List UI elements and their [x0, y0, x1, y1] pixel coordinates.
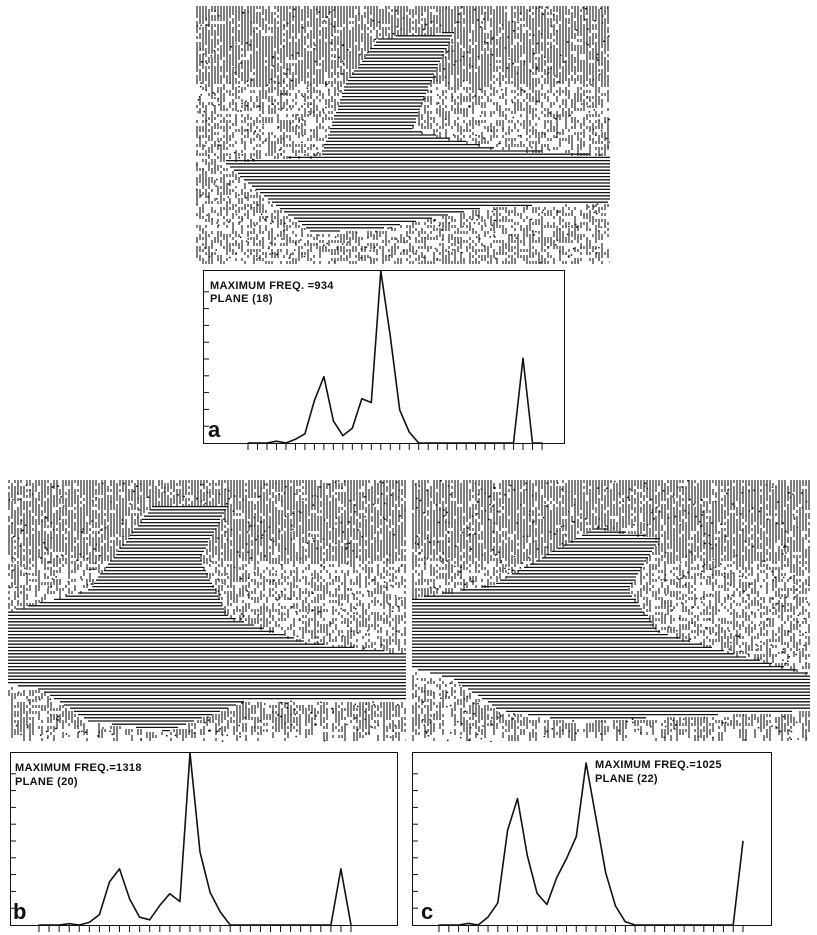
data-point-c-10: [536, 892, 538, 894]
data-point-b-16: [199, 851, 201, 853]
histogram-line-b: [39, 752, 352, 926]
data-point-b-8: [118, 868, 121, 870]
data-point-a-5: [294, 438, 297, 440]
data-point-c-3: [467, 922, 470, 925]
data-point-b-18: [219, 911, 221, 913]
data-point-c-31: [742, 840, 744, 842]
data-point-a-16: [399, 409, 401, 411]
max-freq-label-a: MAXIMUM FREQ. =934: [210, 280, 334, 292]
data-point-b-30: [340, 868, 342, 870]
vertical-stripes: [196, 6, 609, 264]
histogram-plot-a: [204, 270, 543, 450]
data-point-c-9: [526, 854, 528, 857]
data-point-c-8: [516, 797, 519, 800]
plane-label-a: PLANE (18): [210, 293, 273, 305]
texture-map-svg: [412, 480, 810, 742]
histogram-plot-b: [11, 752, 352, 932]
data-point-a-17: [408, 431, 410, 433]
data-point-c-12: [556, 876, 558, 879]
data-point-b-9: [128, 898, 131, 900]
panel-letter-a: a: [208, 417, 221, 442]
data-point-c-14: [575, 835, 577, 838]
histogram-b: MAXIMUM FREQ.=1318 PLANE (20) b: [10, 752, 398, 932]
data-point-a-14: [380, 270, 382, 272]
data-point-a-8: [323, 376, 325, 378]
pattern-map-b: [8, 480, 406, 742]
histogram-line-c: [439, 762, 744, 926]
speckles: [414, 480, 810, 742]
data-point-a-6: [304, 433, 306, 435]
pattern-map-c: [412, 480, 810, 742]
data-point-a-10: [342, 435, 344, 437]
vertical-stripes: [8, 480, 406, 741]
data-point-a-15: [389, 335, 391, 337]
plane-label-c: PLANE (22): [595, 773, 658, 785]
data-point-a-3: [275, 440, 278, 442]
data-point-a-12: [361, 398, 363, 400]
data-point-c-18: [614, 905, 617, 907]
texture-map-svg: [8, 480, 406, 742]
data-point-b-13: [169, 893, 171, 895]
horizontal-stripes: [8, 505, 406, 732]
data-point-b-17: [209, 891, 211, 893]
panel-letter-b: b: [13, 899, 27, 924]
pattern-map-a: [196, 6, 610, 264]
histogram-c: MAXIMUM FREQ.=1025 PLANE (22) c: [412, 752, 772, 932]
max-freq-label-c: MAXIMUM FREQ.=1025: [595, 759, 722, 771]
texture-map-svg: [196, 6, 610, 264]
data-point-c-19: [624, 921, 626, 923]
panel-letter-c: c: [421, 899, 434, 924]
data-point-b-14: [179, 900, 181, 903]
data-point-c-13: [565, 858, 568, 860]
data-point-b-6: [98, 913, 100, 916]
horizontal-stripes: [412, 528, 810, 722]
data-point-b-11: [149, 919, 151, 921]
data-point-c-16: [595, 816, 597, 819]
histogram-plot-c: [413, 762, 744, 932]
horizontal-stripes: [226, 31, 610, 232]
data-point-b-3: [68, 923, 70, 925]
data-point-a-29: [522, 357, 524, 359]
data-point-b-10: [139, 916, 141, 918]
max-freq-label-b: MAXIMUM FREQ.=1318: [15, 762, 142, 774]
histogram-line-a: [248, 270, 542, 444]
data-point-c-7: [507, 829, 509, 831]
data-point-a-7: [313, 400, 315, 402]
histogram-a: MAXIMUM FREQ. =934 PLANE (18) a: [203, 270, 565, 450]
data-point-b-15: [189, 752, 191, 754]
plane-label-b: PLANE (20): [15, 776, 78, 788]
data-point-c-5: [487, 916, 489, 918]
data-point-c-6: [497, 902, 499, 904]
data-point-c-11: [546, 903, 548, 906]
data-point-c-15: [585, 762, 587, 764]
data-point-b-12: [159, 904, 161, 907]
data-point-c-17: [605, 872, 607, 874]
data-point-b-7: [108, 881, 111, 883]
data-point-b-5: [88, 921, 90, 923]
data-point-a-9: [332, 420, 334, 422]
data-point-a-11: [351, 427, 353, 429]
data-point-a-13: [370, 401, 372, 404]
